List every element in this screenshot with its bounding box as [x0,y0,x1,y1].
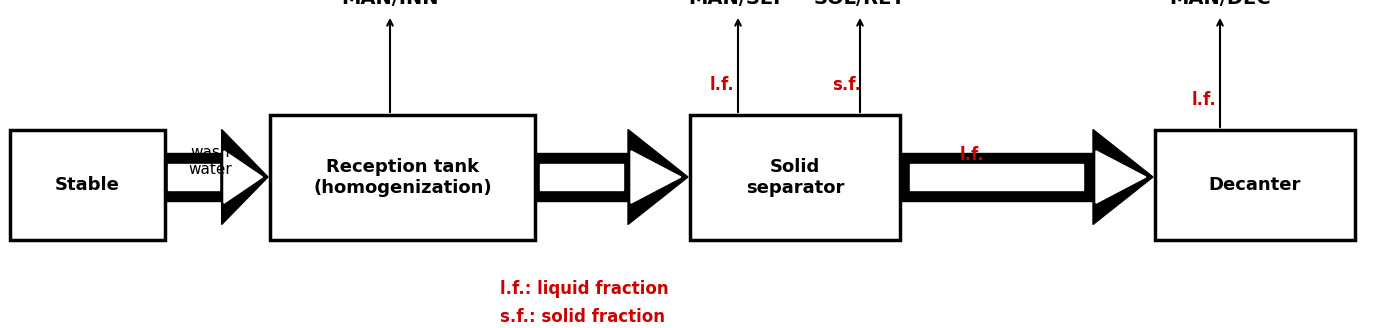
Polygon shape [223,151,262,203]
Polygon shape [1092,130,1153,224]
Text: MAN/INN: MAN/INN [341,0,439,8]
Bar [540,164,623,190]
Polygon shape [222,130,268,224]
Polygon shape [627,130,688,224]
Bar [534,153,627,201]
Bar [899,153,1092,201]
Text: MAN/SEP: MAN/SEP [688,0,787,8]
Text: Solid
separator: Solid separator [745,158,844,197]
Text: wash
water: wash water [189,145,232,177]
Bar [909,164,1084,190]
Bar [1155,130,1355,240]
Text: l.f.: liquid fraction: l.f.: liquid fraction [500,280,669,298]
Text: Reception tank
(homogenization): Reception tank (homogenization) [314,158,491,197]
Polygon shape [1097,151,1146,203]
Text: Decanter: Decanter [1209,176,1301,194]
Bar [271,115,534,240]
Bar [10,130,165,240]
Text: l.f.: l.f. [1192,91,1217,109]
Bar [165,153,222,201]
Text: Stable: Stable [56,176,119,194]
Polygon shape [632,151,680,203]
Text: SOL/RET: SOL/RET [815,0,906,8]
Bar [690,115,899,240]
Text: s.f.: s.f. [831,76,861,94]
Bar [168,164,219,190]
Text: l.f.: l.f. [960,146,984,164]
Text: MAN/DEC: MAN/DEC [1169,0,1271,8]
Text: s.f.: solid fraction: s.f.: solid fraction [500,308,665,326]
Text: l.f.: l.f. [711,76,734,94]
